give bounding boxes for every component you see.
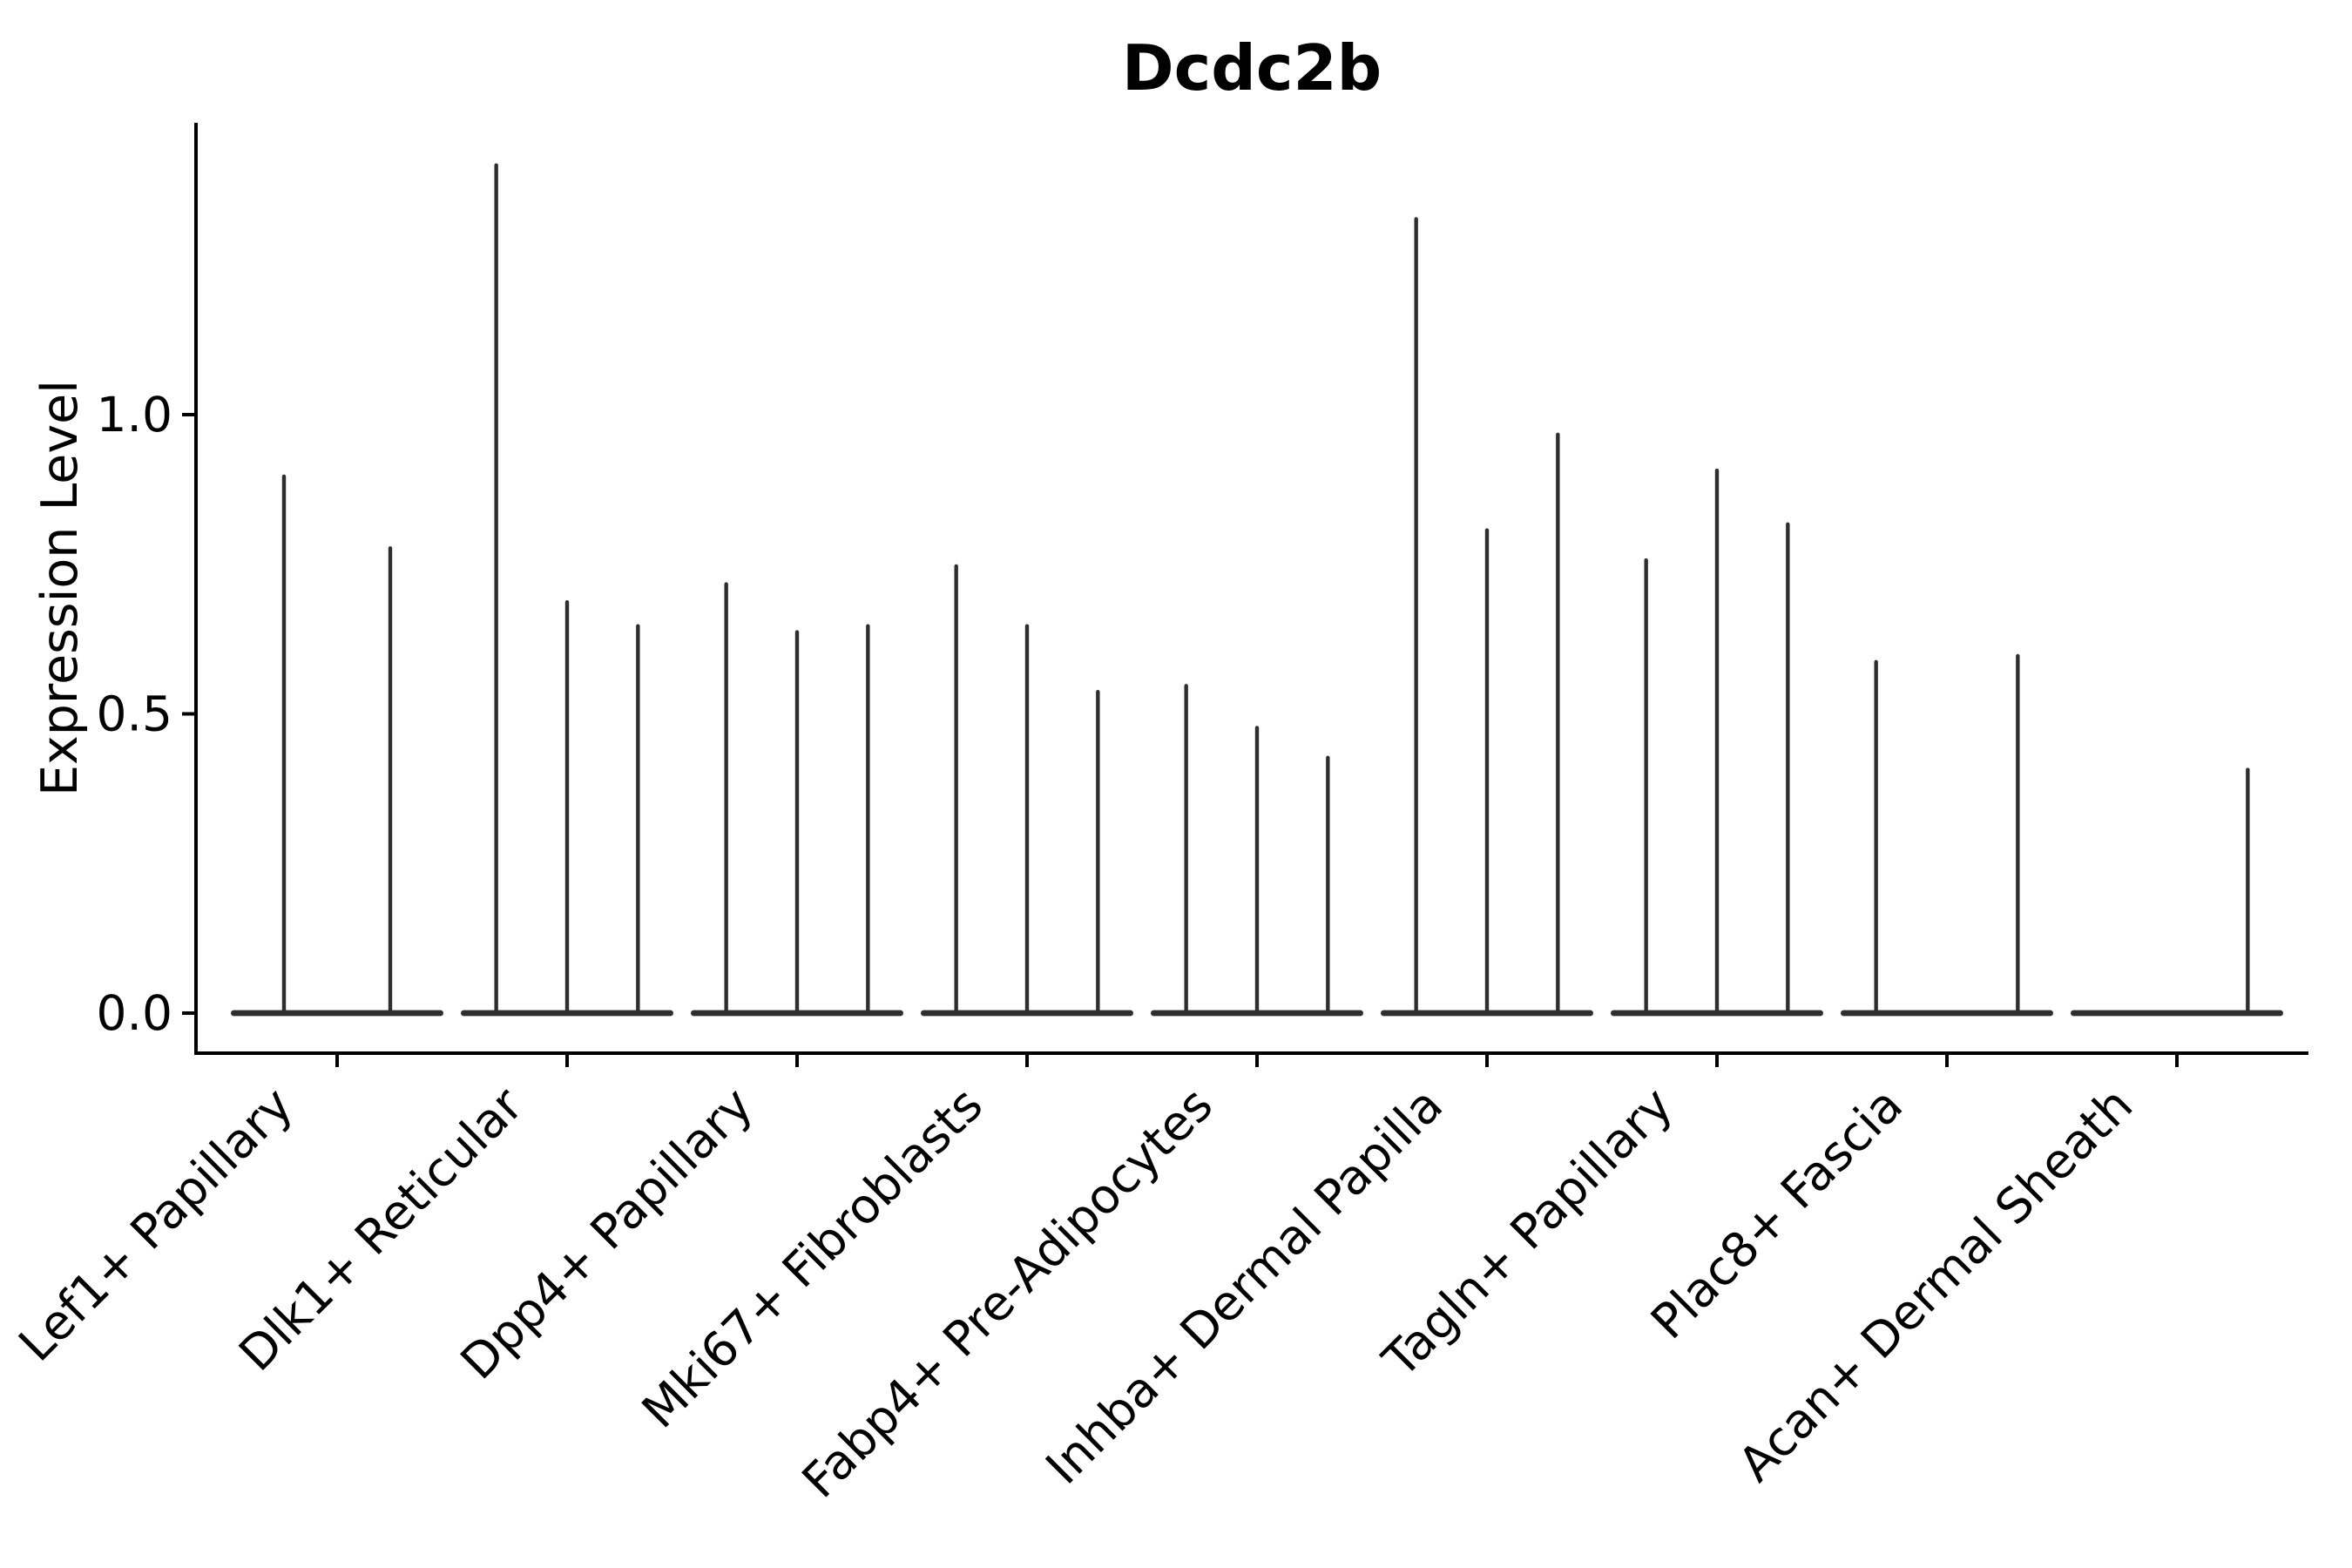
y-axis-title: Expression Level — [31, 380, 89, 796]
y-tick-label: 1.0 — [97, 387, 172, 443]
violin-spike — [1184, 684, 1188, 1013]
violin-group — [1841, 653, 2053, 1017]
violin-spike — [724, 582, 728, 1013]
violin-spike — [636, 624, 640, 1013]
violin-spike — [1874, 659, 1878, 1013]
violin-group — [461, 163, 673, 1017]
axes-layer — [182, 123, 2308, 1067]
violin-group — [231, 474, 443, 1017]
violin-spike — [281, 474, 287, 1013]
violin-spike — [1326, 755, 1330, 1013]
y-tick-label: 0.0 — [97, 985, 172, 1041]
violin-spike — [2016, 653, 2020, 1013]
violin-spike — [1644, 558, 1648, 1013]
violin-group — [2071, 767, 2283, 1017]
violin-group — [921, 564, 1133, 1017]
violin-spike — [564, 599, 570, 1013]
violin-baseline — [2071, 1010, 2283, 1017]
x-tick-label: Acan+ Dermal Sheath — [1727, 1077, 2143, 1492]
violin-spike — [1414, 217, 1418, 1014]
violin-group — [1381, 217, 1593, 1017]
violin-spike — [1556, 432, 1560, 1013]
violin-spike — [388, 546, 393, 1013]
violin-spike — [1096, 690, 1100, 1013]
plot-title: Dcdc2b — [1122, 31, 1382, 105]
violin-baseline — [1841, 1010, 2053, 1017]
x-tick-label: Fabp4+ Pre-Adipocytes — [791, 1077, 1223, 1509]
violin-spike — [954, 564, 958, 1013]
violin-spike — [1484, 528, 1490, 1013]
violin-spike — [866, 624, 870, 1013]
violin-spike — [1786, 522, 1790, 1013]
violin-spike — [794, 630, 800, 1013]
violin-baseline — [231, 1010, 443, 1017]
violin-spike — [2246, 767, 2250, 1013]
violin-spike — [1714, 468, 1720, 1013]
y-tick-labels: 0.0 0.5 1.0 — [97, 387, 172, 1041]
y-tick-label: 0.5 — [97, 686, 172, 742]
violin-spike — [1024, 624, 1030, 1013]
x-tick-label: Inhba+ Dermal Papilla — [1035, 1077, 1453, 1495]
violin-group — [1151, 684, 1363, 1017]
violin-group — [1611, 468, 1823, 1017]
violin-spike — [494, 163, 498, 1013]
violin-spike — [1254, 726, 1260, 1013]
violin-group — [691, 582, 903, 1017]
violins-layer — [231, 163, 2283, 1017]
